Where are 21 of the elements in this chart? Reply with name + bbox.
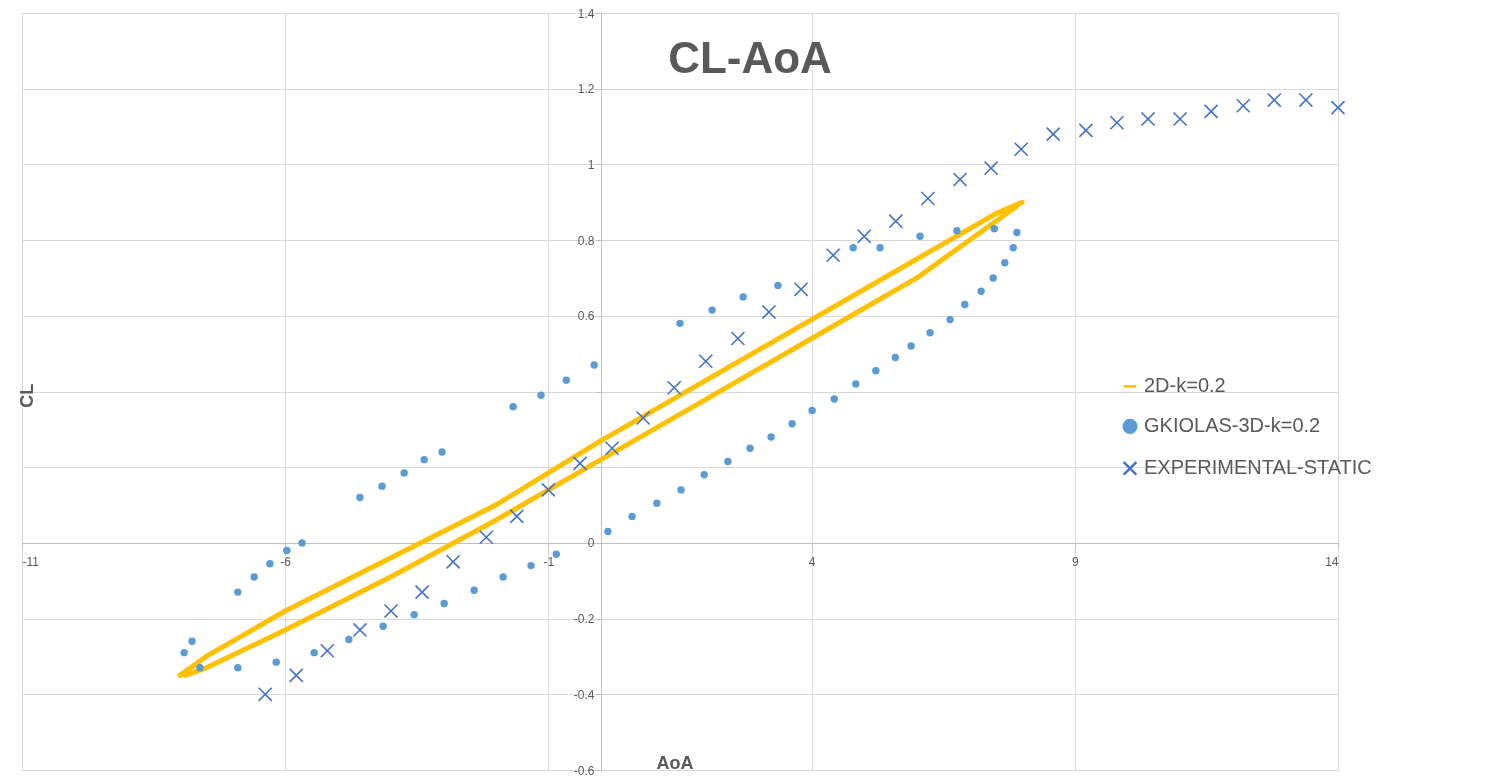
y-axis-title: CL [16,383,37,408]
x-tick-label: -11 [22,555,40,570]
y-tick-label: 1.4 [577,6,595,21]
chart-title: CL-AoA [668,33,832,82]
y-tick-label: -0.6 [573,763,595,778]
legend-label: EXPERIMENTAL-STATIC [1144,456,1372,479]
y-tick-label: 1.2 [577,82,595,97]
y-tick-label: -0.4 [573,687,595,702]
x-tick-label: 4 [808,555,816,570]
x-axis-title: AoA [656,752,694,773]
x-tick-label: 9 [1071,555,1079,570]
y-tick-label: -0.2 [573,612,595,627]
y-tick-label: 0 [587,536,595,551]
x-tick-label: -1 [543,555,555,570]
x-tick-label: -6 [280,555,292,570]
y-tick-label: 1 [587,157,595,172]
y-tick-label: 0.8 [577,233,595,248]
x-tick-label: 14 [1325,555,1339,570]
legend-label: GKIOLAS-3D-k=0.2 [1144,414,1321,437]
legend-label: 2D-k=0.2 [1144,374,1226,397]
y-tick-label: 0.6 [577,309,595,324]
